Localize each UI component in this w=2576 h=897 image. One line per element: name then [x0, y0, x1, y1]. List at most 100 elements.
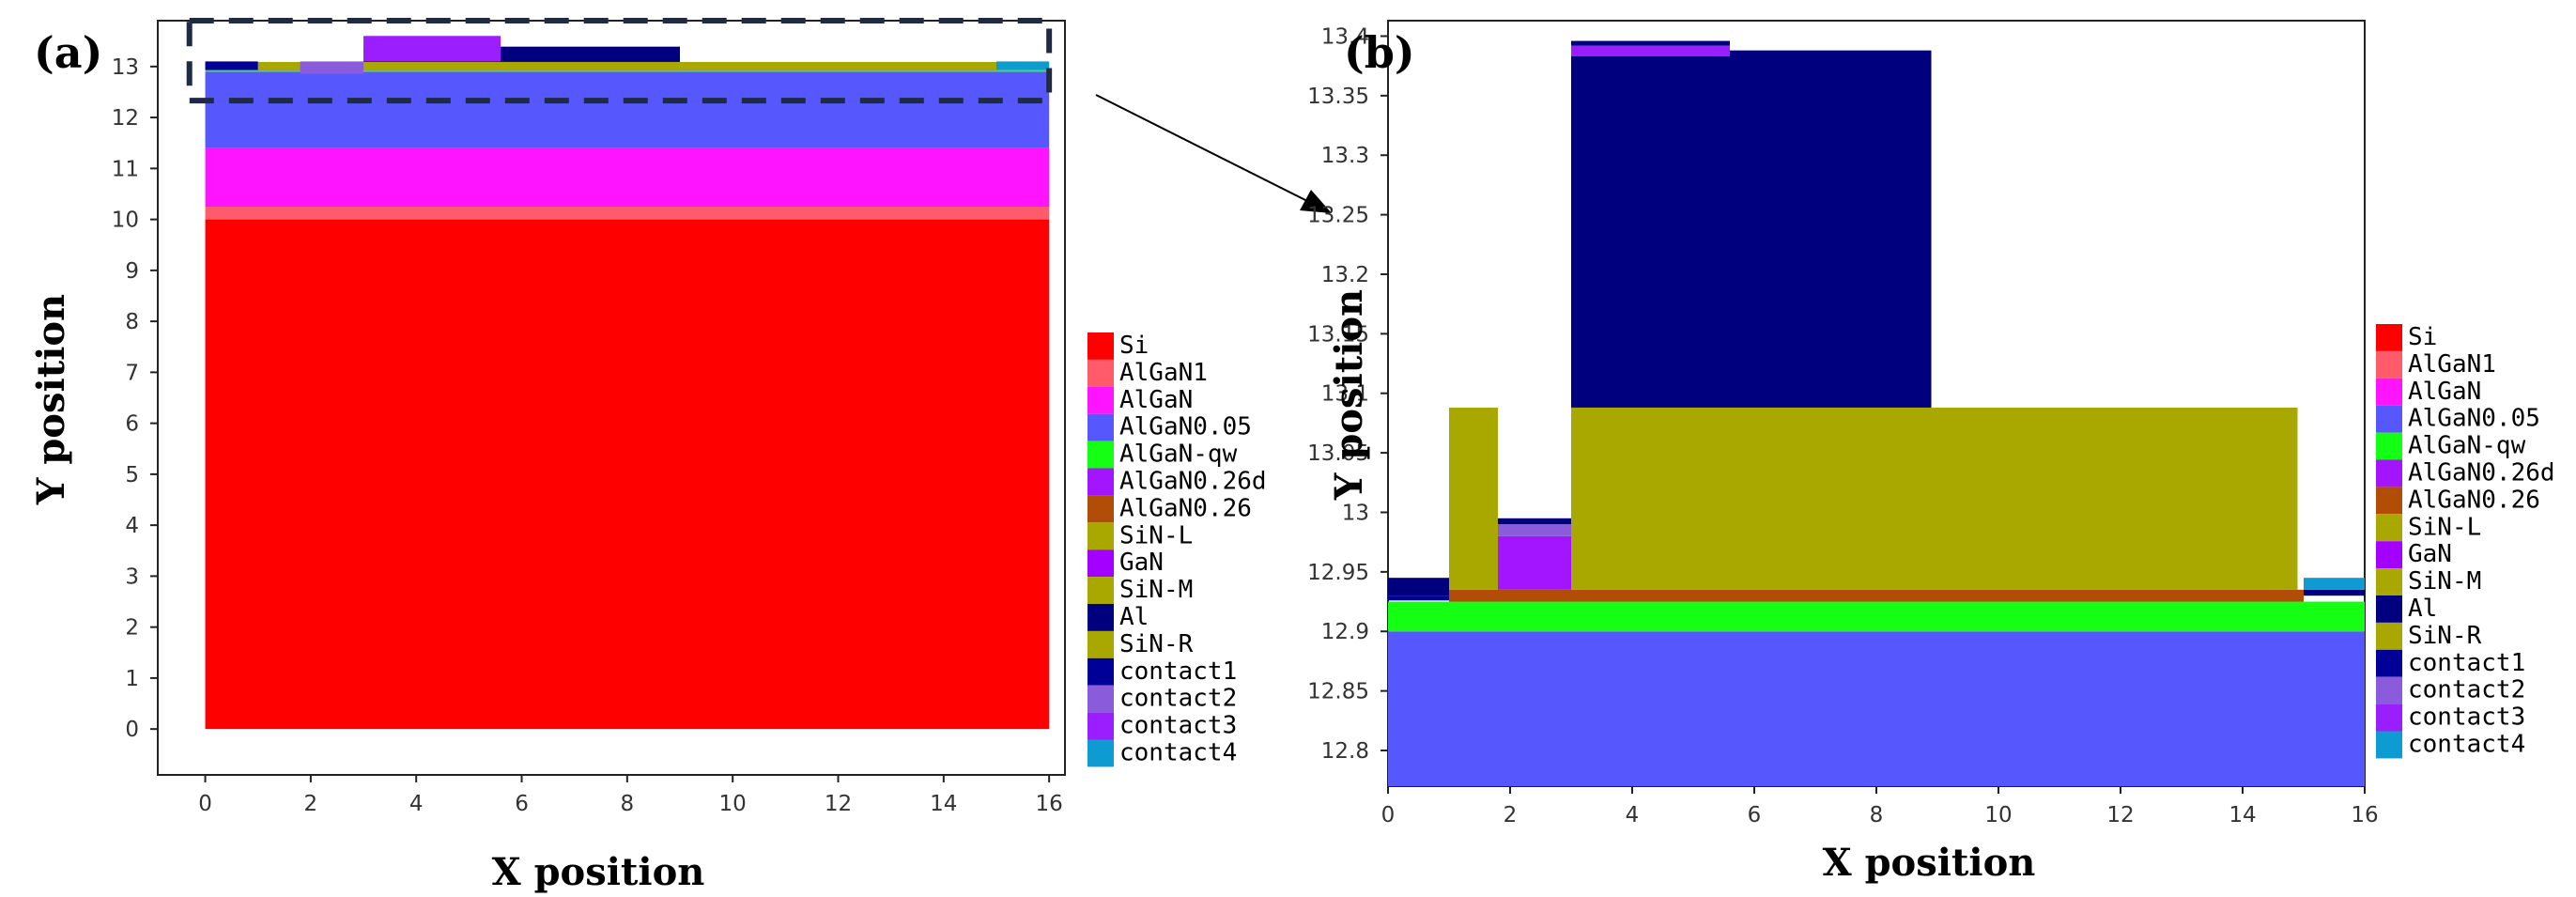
legend-label: contact1	[1119, 657, 1237, 686]
panel-b: 0 2 4 6 8 10 12 14 16 12.812.8512.912.951313.051…	[1307, 20, 2555, 885]
x-tick-label: 8	[1870, 803, 1884, 827]
region-algan1	[205, 207, 1050, 220]
legend-label: SiN-R	[1119, 630, 1194, 658]
x-tick-label: 4	[409, 792, 424, 816]
legend-label: contact4	[1119, 739, 1237, 767]
legend-swatch	[2376, 514, 2402, 542]
region-contact1	[1388, 595, 1449, 601]
x-tick-label: 16	[1036, 792, 1063, 816]
y-tick-label: 9	[125, 259, 139, 284]
legend-label: GaN	[2408, 540, 2452, 568]
legend-label: SiN-M	[1119, 576, 1193, 604]
legend-swatch	[1087, 712, 1114, 740]
legend-swatch	[2376, 541, 2402, 569]
y-tick-label: 13.2	[1321, 263, 1369, 287]
region-algan0-26	[1449, 589, 2304, 602]
legend-label: AlGaN0.05	[1119, 413, 1252, 441]
x-tick-label: 2	[304, 792, 318, 816]
legend-swatch	[2376, 622, 2402, 650]
legend-label: SiN-R	[2408, 622, 2482, 650]
legend-swatch	[2376, 704, 2402, 732]
x-tick-label: 10	[1984, 803, 2012, 827]
panel-b-y-axis-title: Y position	[1327, 289, 1371, 501]
legend-label: AlGaN1	[2408, 350, 2496, 379]
y-tick-label: 13.15	[1307, 322, 1369, 347]
x-tick-label: 6	[1748, 803, 1762, 827]
legend-label: GaN	[1119, 549, 1164, 577]
zoom-arrow	[1095, 94, 1332, 213]
x-tick-label: 12	[825, 792, 852, 816]
legend-swatch	[2376, 595, 2402, 623]
legend-label: contact3	[2408, 704, 2525, 732]
legend-label: contact2	[1119, 685, 1237, 713]
legend-swatch	[1087, 657, 1114, 686]
legend-swatch	[2376, 378, 2402, 406]
legend-label: AlGaN0.26d	[1119, 468, 1267, 496]
legend-swatch	[2376, 676, 2402, 704]
region-contact1	[205, 61, 258, 70]
legend-label: AlGaN0.05	[2408, 405, 2540, 433]
panel-a-legend: SiAlGaN1AlGaNAlGaN0.05AlGaN-qwAlGaN0.26d…	[1087, 332, 1267, 767]
region-al	[1571, 50, 1932, 408]
region-contact4	[2304, 578, 2365, 590]
legend-label: contact4	[2408, 731, 2525, 759]
y-tick-label: 12.95	[1307, 561, 1369, 585]
panel-a-x-axis-title: X position	[492, 850, 705, 894]
x-tick-label: 6	[515, 792, 529, 816]
y-tick-label: 7	[125, 361, 139, 385]
y-tick-label: 4	[125, 514, 139, 538]
legend-swatch	[2376, 405, 2402, 433]
legend-swatch	[1087, 549, 1114, 578]
legend-swatch	[1087, 359, 1114, 387]
legend-swatch	[1087, 495, 1114, 523]
region-al	[1388, 578, 1449, 596]
y-tick-label: 3	[125, 564, 139, 589]
region-algan0-26d	[1498, 535, 1571, 590]
region-sin-m	[1571, 407, 2298, 590]
region-algan0-05	[1388, 631, 2365, 786]
y-tick-label: 13.3	[1321, 144, 1369, 168]
legend-label: AlGaN1	[1119, 359, 1208, 387]
legend-swatch	[2376, 487, 2402, 515]
legend-swatch	[1087, 333, 1114, 360]
panel-b-legend: SiAlGaN1AlGaNAlGaN0.05AlGaN-qwAlGaN0.26d…	[2376, 323, 2555, 759]
y-tick-label: 13.35	[1307, 85, 1369, 109]
y-tick-label: 8	[125, 310, 139, 334]
region-contact2	[1498, 524, 1571, 536]
legend-label: Si	[2408, 323, 2437, 351]
y-tick-label: 0	[125, 718, 139, 742]
x-tick-label: 4	[1626, 803, 1640, 827]
legend-swatch	[1087, 468, 1114, 496]
region-si	[205, 219, 1050, 730]
y-tick-label: 13.25	[1307, 204, 1369, 228]
y-tick-label: 12.85	[1307, 680, 1369, 704]
region-sin-l	[1449, 407, 1498, 590]
x-tick-label: 14	[930, 792, 957, 816]
y-tick-label: 12.8	[1321, 739, 1369, 764]
y-tick-label: 12	[112, 106, 139, 131]
region-sin-m	[363, 61, 996, 70]
region-contact4	[995, 61, 1050, 70]
legend-swatch	[1087, 441, 1114, 469]
y-tick-label: 5	[125, 463, 139, 487]
legend-label: AlGaN	[1119, 386, 1193, 414]
legend-label: AlGaN0.26	[1119, 494, 1252, 522]
panel-b-regions	[1388, 40, 2365, 786]
x-tick-label: 14	[2229, 803, 2256, 827]
legend-swatch	[1087, 685, 1114, 713]
panel-b-x-ticks: 0 2 4 6 8 10 12 14 16	[1381, 786, 2379, 827]
y-tick-label: 13	[112, 55, 139, 80]
region-algan	[205, 147, 1050, 208]
panel-a-regions	[205, 36, 1050, 730]
legend-label: SiN-M	[2408, 567, 2481, 595]
region-contact2	[300, 61, 364, 74]
panel-a-x-ticks: 0 2 4 6 8 10 12 14 16	[198, 775, 1063, 816]
panel-b-y-ticks: 12.8 12.85 12.9 12.95 13 13.05 13.1 13.15 13.2 13…	[1307, 24, 1388, 764]
legend-swatch	[2376, 432, 2402, 460]
region-contact3	[363, 36, 501, 62]
y-tick-label: 1	[125, 667, 139, 691]
panel-b-x-axis-title: X position	[1823, 841, 2036, 885]
legend-swatch	[2376, 350, 2402, 379]
legend-label: SiN-L	[2408, 513, 2481, 541]
